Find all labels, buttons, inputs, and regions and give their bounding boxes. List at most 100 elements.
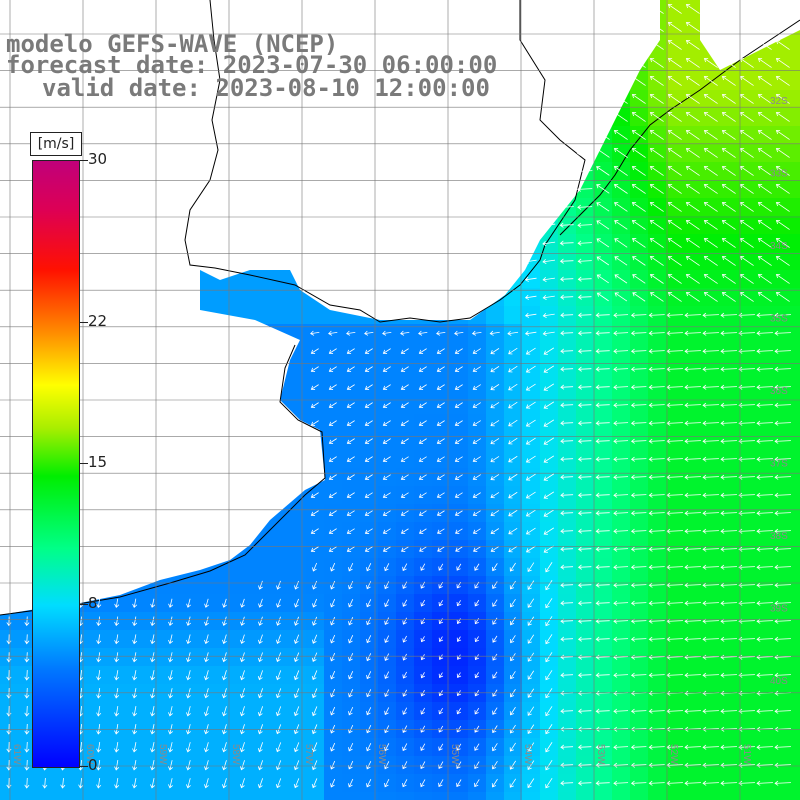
- wind-arrow: [346, 438, 355, 444]
- wind-arrow: [203, 742, 209, 753]
- wind-arrow: [436, 384, 445, 390]
- wind-arrow: [738, 366, 755, 372]
- wind-arrow: [168, 706, 173, 717]
- wind-arrow: [577, 330, 592, 336]
- wind-arrow: [436, 402, 445, 408]
- wind-arrow: [560, 384, 574, 390]
- wind-arrow: [257, 742, 264, 753]
- wind-arrow: [438, 618, 444, 625]
- wind-speed-cell: [504, 306, 522, 324]
- wind-arrow: [474, 654, 480, 661]
- wind-arrow: [186, 760, 191, 771]
- wind-arrow: [311, 706, 318, 717]
- wind-arrow: [239, 724, 245, 735]
- wind-arrow: [366, 617, 372, 626]
- wind-arrow: [757, 273, 772, 284]
- wind-arrow: [630, 330, 647, 336]
- wind-arrow: [312, 616, 318, 626]
- wind-arrow: [168, 742, 173, 753]
- wind-arrow: [613, 564, 629, 570]
- wind-arrow: [774, 564, 791, 570]
- wind-arrow: [400, 456, 409, 462]
- wind-arrow: [474, 707, 480, 715]
- wind-arrow: [774, 636, 791, 642]
- wind-arrow: [150, 670, 156, 681]
- lat-label: 37S: [770, 459, 788, 470]
- wind-arrow: [456, 600, 461, 607]
- wind-arrow: [330, 724, 336, 734]
- wind-arrow: [684, 438, 701, 444]
- wind-speed-cell: [288, 378, 306, 396]
- wind-arrow: [436, 420, 445, 426]
- wind-arrow: [559, 222, 574, 228]
- wind-arrow: [150, 634, 156, 645]
- wind-arrow: [595, 384, 610, 390]
- wind-arrow: [630, 546, 647, 552]
- wind-arrow: [96, 616, 102, 627]
- wind-arrow: [684, 564, 701, 570]
- wind-arrow: [293, 652, 300, 663]
- wind-arrow: [527, 598, 535, 608]
- wind-speed-cell: [540, 792, 558, 800]
- wind-arrow: [703, 57, 718, 68]
- wind-arrow: [330, 598, 336, 608]
- wind-arrow: [545, 634, 553, 645]
- wind-arrow: [509, 760, 517, 770]
- wind-arrow: [630, 654, 647, 660]
- wind-arrow: [419, 546, 427, 552]
- wind-speed-cell: [126, 792, 144, 800]
- wind-arrow: [328, 510, 337, 516]
- wind-arrow: [577, 600, 592, 606]
- wind-speed-cell: [162, 792, 180, 800]
- wind-arrow: [541, 187, 556, 193]
- wind-arrow: [702, 348, 719, 354]
- wind-speed-cell: [792, 720, 800, 738]
- wind-arrow: [420, 599, 425, 607]
- wind-arrow: [577, 636, 592, 642]
- wind-arrow: [613, 402, 629, 408]
- wind-arrow: [472, 456, 481, 463]
- wind-arrow: [438, 707, 443, 715]
- wind-arrow: [720, 708, 737, 714]
- wind-speed-cell: [288, 558, 306, 576]
- wind-arrow: [775, 111, 790, 122]
- wind-arrow: [524, 204, 537, 210]
- wind-arrow: [330, 706, 336, 716]
- wind-arrow: [613, 456, 629, 462]
- wind-arrow: [60, 778, 66, 789]
- wind-arrow: [168, 724, 173, 735]
- wind-arrow: [577, 438, 592, 444]
- wind-arrow: [328, 474, 337, 480]
- wind-arrow: [382, 384, 391, 390]
- wind-arrow: [402, 707, 408, 715]
- grid-labels: 32S 33S 34S 35S 36S 37S 38S 39S 40S 61W 60W 59W 58W 5…: [11, 96, 788, 765]
- wind-arrow: [667, 21, 682, 32]
- wind-arrow: [527, 760, 535, 771]
- wind-arrow: [454, 384, 463, 390]
- colorbar-tick: [80, 604, 88, 606]
- wind-speed-cell: [792, 648, 800, 666]
- wind-arrow: [775, 93, 790, 104]
- wind-speed-cell: [234, 792, 252, 800]
- wind-arrow: [613, 312, 629, 318]
- lon-label: 59W: [157, 744, 168, 765]
- wind-arrow: [311, 778, 318, 789]
- wind-arrow: [739, 39, 754, 50]
- wind-arrow: [96, 724, 102, 735]
- wind-arrow: [595, 708, 610, 714]
- wind-arrow: [684, 546, 701, 552]
- wind-arrow: [492, 743, 498, 752]
- wind-arrow: [738, 492, 755, 498]
- wind-arrow: [595, 582, 610, 588]
- wind-arrow: [382, 348, 391, 354]
- wind-arrow: [595, 510, 610, 516]
- wind-arrow: [543, 545, 555, 553]
- wind-arrow: [524, 258, 537, 264]
- wind-arrow: [738, 762, 755, 768]
- wind-arrow: [630, 366, 647, 372]
- wind-arrow: [509, 635, 516, 644]
- wind-arrow: [648, 492, 665, 498]
- wind-speed-cell: [252, 792, 270, 800]
- wind-arrow: [667, 165, 682, 176]
